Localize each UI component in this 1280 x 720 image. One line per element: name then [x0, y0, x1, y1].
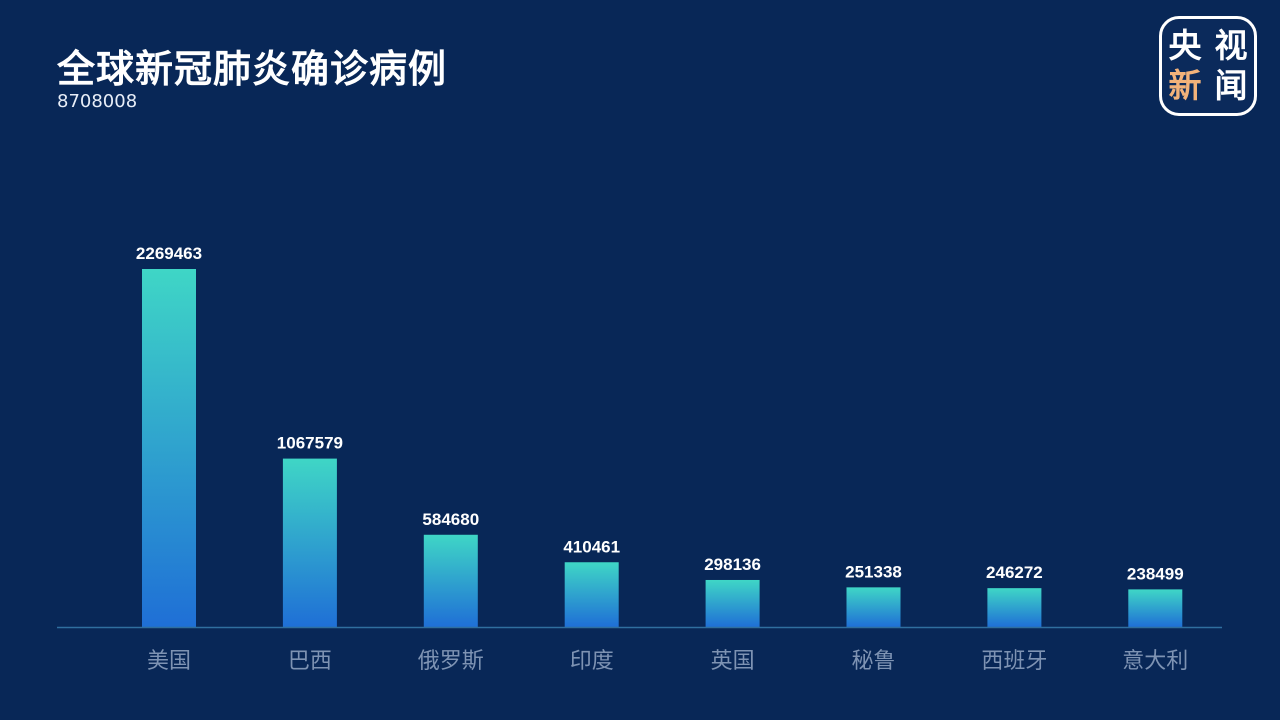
bar-2 — [423, 534, 478, 627]
logo-char: 新 — [1168, 66, 1202, 105]
bar-4 — [705, 579, 760, 627]
bar-7 — [1128, 589, 1183, 627]
data-label: 238499 — [1127, 564, 1184, 583]
x-tick-label: 印度 — [570, 649, 614, 674]
bar-0 — [142, 269, 196, 627]
bar-1 — [282, 458, 337, 627]
data-label: 251338 — [845, 562, 902, 581]
data-label: 2269463 — [136, 244, 202, 263]
chart-title: 全球新冠肺炎确诊病例 — [57, 47, 448, 91]
data-label: 584680 — [422, 510, 479, 529]
logo-char: 视 — [1214, 26, 1248, 65]
bar-6 — [987, 588, 1042, 627]
x-tick-label: 西班牙 — [981, 649, 1047, 674]
x-tick-label: 俄罗斯 — [418, 649, 484, 674]
x-tick-label: 美国 — [147, 649, 191, 674]
data-label: 298136 — [704, 555, 761, 574]
data-label: 410461 — [563, 537, 620, 556]
x-tick-label: 巴西 — [288, 649, 332, 674]
data-label: 1067579 — [277, 434, 343, 453]
data-label: 246272 — [986, 563, 1043, 582]
total-cases: 8708008 — [57, 91, 138, 112]
x-tick-label: 英国 — [711, 649, 755, 674]
logo-char: 央 — [1168, 26, 1202, 65]
bar-5 — [846, 587, 901, 627]
bar-3 — [564, 562, 619, 627]
cctv-news-logo: 央 视 新 闻 — [1159, 16, 1257, 116]
logo-char: 闻 — [1214, 66, 1248, 105]
x-tick-label: 意大利 — [1122, 649, 1188, 674]
x-tick-label: 秘鲁 — [851, 649, 895, 674]
